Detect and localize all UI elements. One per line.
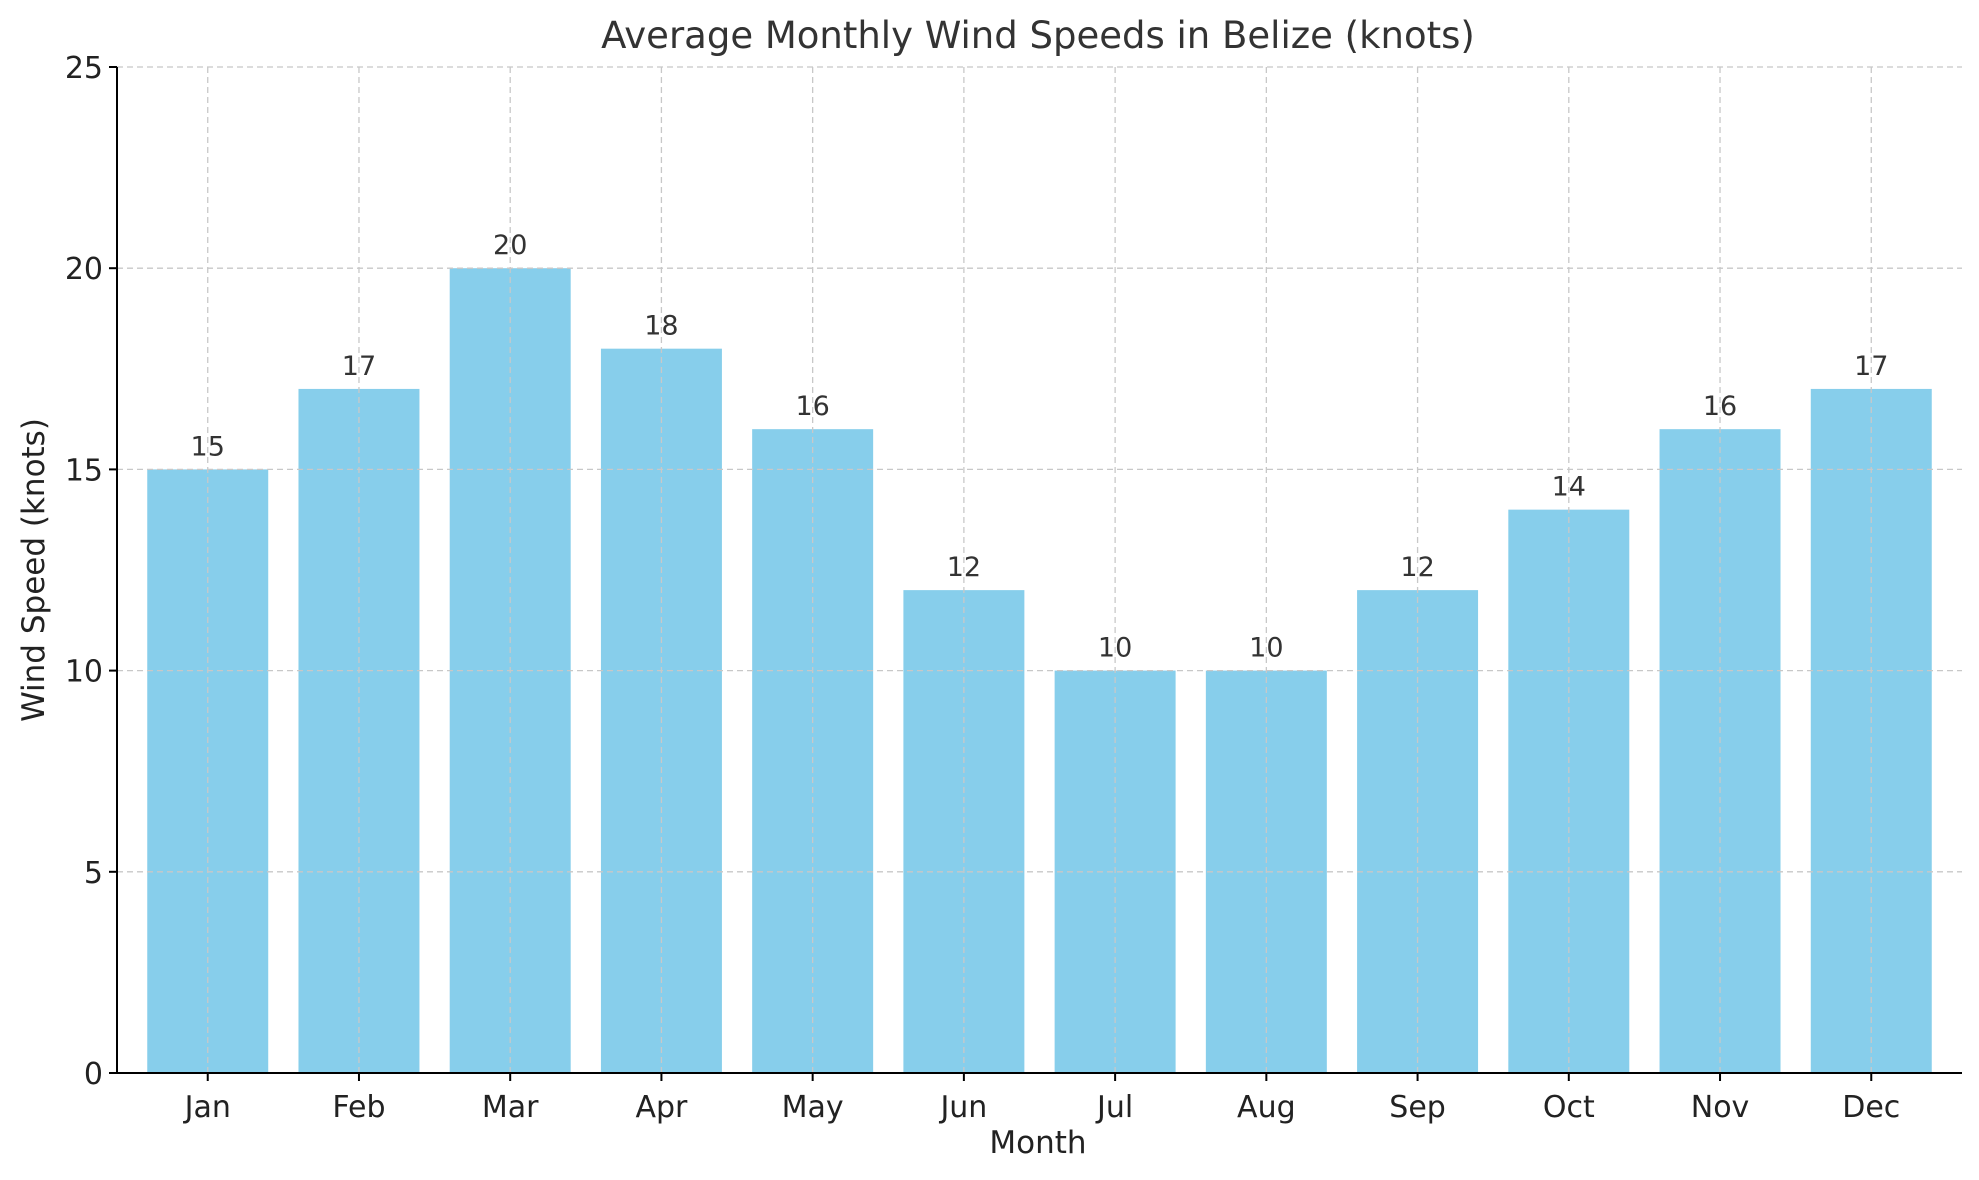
- y-tick-label-25: 25: [65, 51, 103, 86]
- y-tick-label-10: 10: [65, 655, 103, 690]
- x-ticks: Jan Feb Mar Apr May Jun Jul Aug Sep Oct Nov Dec: [183, 1073, 1900, 1125]
- x-tick-label-mar: Mar: [482, 1090, 539, 1125]
- y-tick-label-0: 0: [84, 1057, 103, 1092]
- x-tick-label-may: May: [782, 1090, 844, 1125]
- data-label-nov: 16: [1703, 391, 1737, 422]
- x-tick-label-jul: Jul: [1095, 1090, 1133, 1125]
- x-grid-lines: [207, 67, 1872, 1073]
- x-tick-label-jan: Jan: [183, 1090, 231, 1125]
- x-axis-label: Month: [989, 1125, 1086, 1161]
- data-label-apr: 18: [644, 311, 678, 342]
- x-tick-label-apr: Apr: [635, 1090, 688, 1125]
- y-ticks: 0 5 10 15 20 25: [65, 51, 117, 1092]
- y-grid-lines: [117, 66, 1962, 873]
- data-labels: 15 17 20 18 16 12 10 10 12 14 16 17: [191, 230, 1889, 663]
- chart-title: Average Monthly Wind Speeds in Belize (k…: [601, 14, 1475, 57]
- data-label-sep: 12: [1400, 552, 1434, 583]
- y-axis-label: Wind Speed (knots): [16, 418, 52, 722]
- data-label-jun: 12: [947, 552, 981, 583]
- x-tick-label-oct: Oct: [1543, 1090, 1595, 1125]
- data-label-jul: 10: [1098, 633, 1132, 664]
- x-tick-label-jun: Jun: [938, 1090, 987, 1125]
- data-label-feb: 17: [342, 351, 376, 382]
- y-tick-label-15: 15: [65, 453, 103, 488]
- y-tick-label-5: 5: [84, 856, 103, 891]
- x-tick-label-feb: Feb: [332, 1090, 385, 1125]
- y-tick-label-20: 20: [65, 252, 103, 287]
- x-tick-label-sep: Sep: [1389, 1090, 1446, 1125]
- data-label-dec: 17: [1854, 351, 1888, 382]
- data-label-mar: 20: [493, 230, 527, 261]
- data-label-jan: 15: [191, 431, 225, 462]
- data-label-aug: 10: [1249, 633, 1283, 664]
- data-label-may: 16: [795, 391, 829, 422]
- x-tick-label-dec: Dec: [1842, 1090, 1900, 1125]
- x-tick-label-nov: Nov: [1691, 1090, 1750, 1125]
- x-tick-label-aug: Aug: [1237, 1090, 1296, 1125]
- data-label-oct: 14: [1552, 472, 1586, 503]
